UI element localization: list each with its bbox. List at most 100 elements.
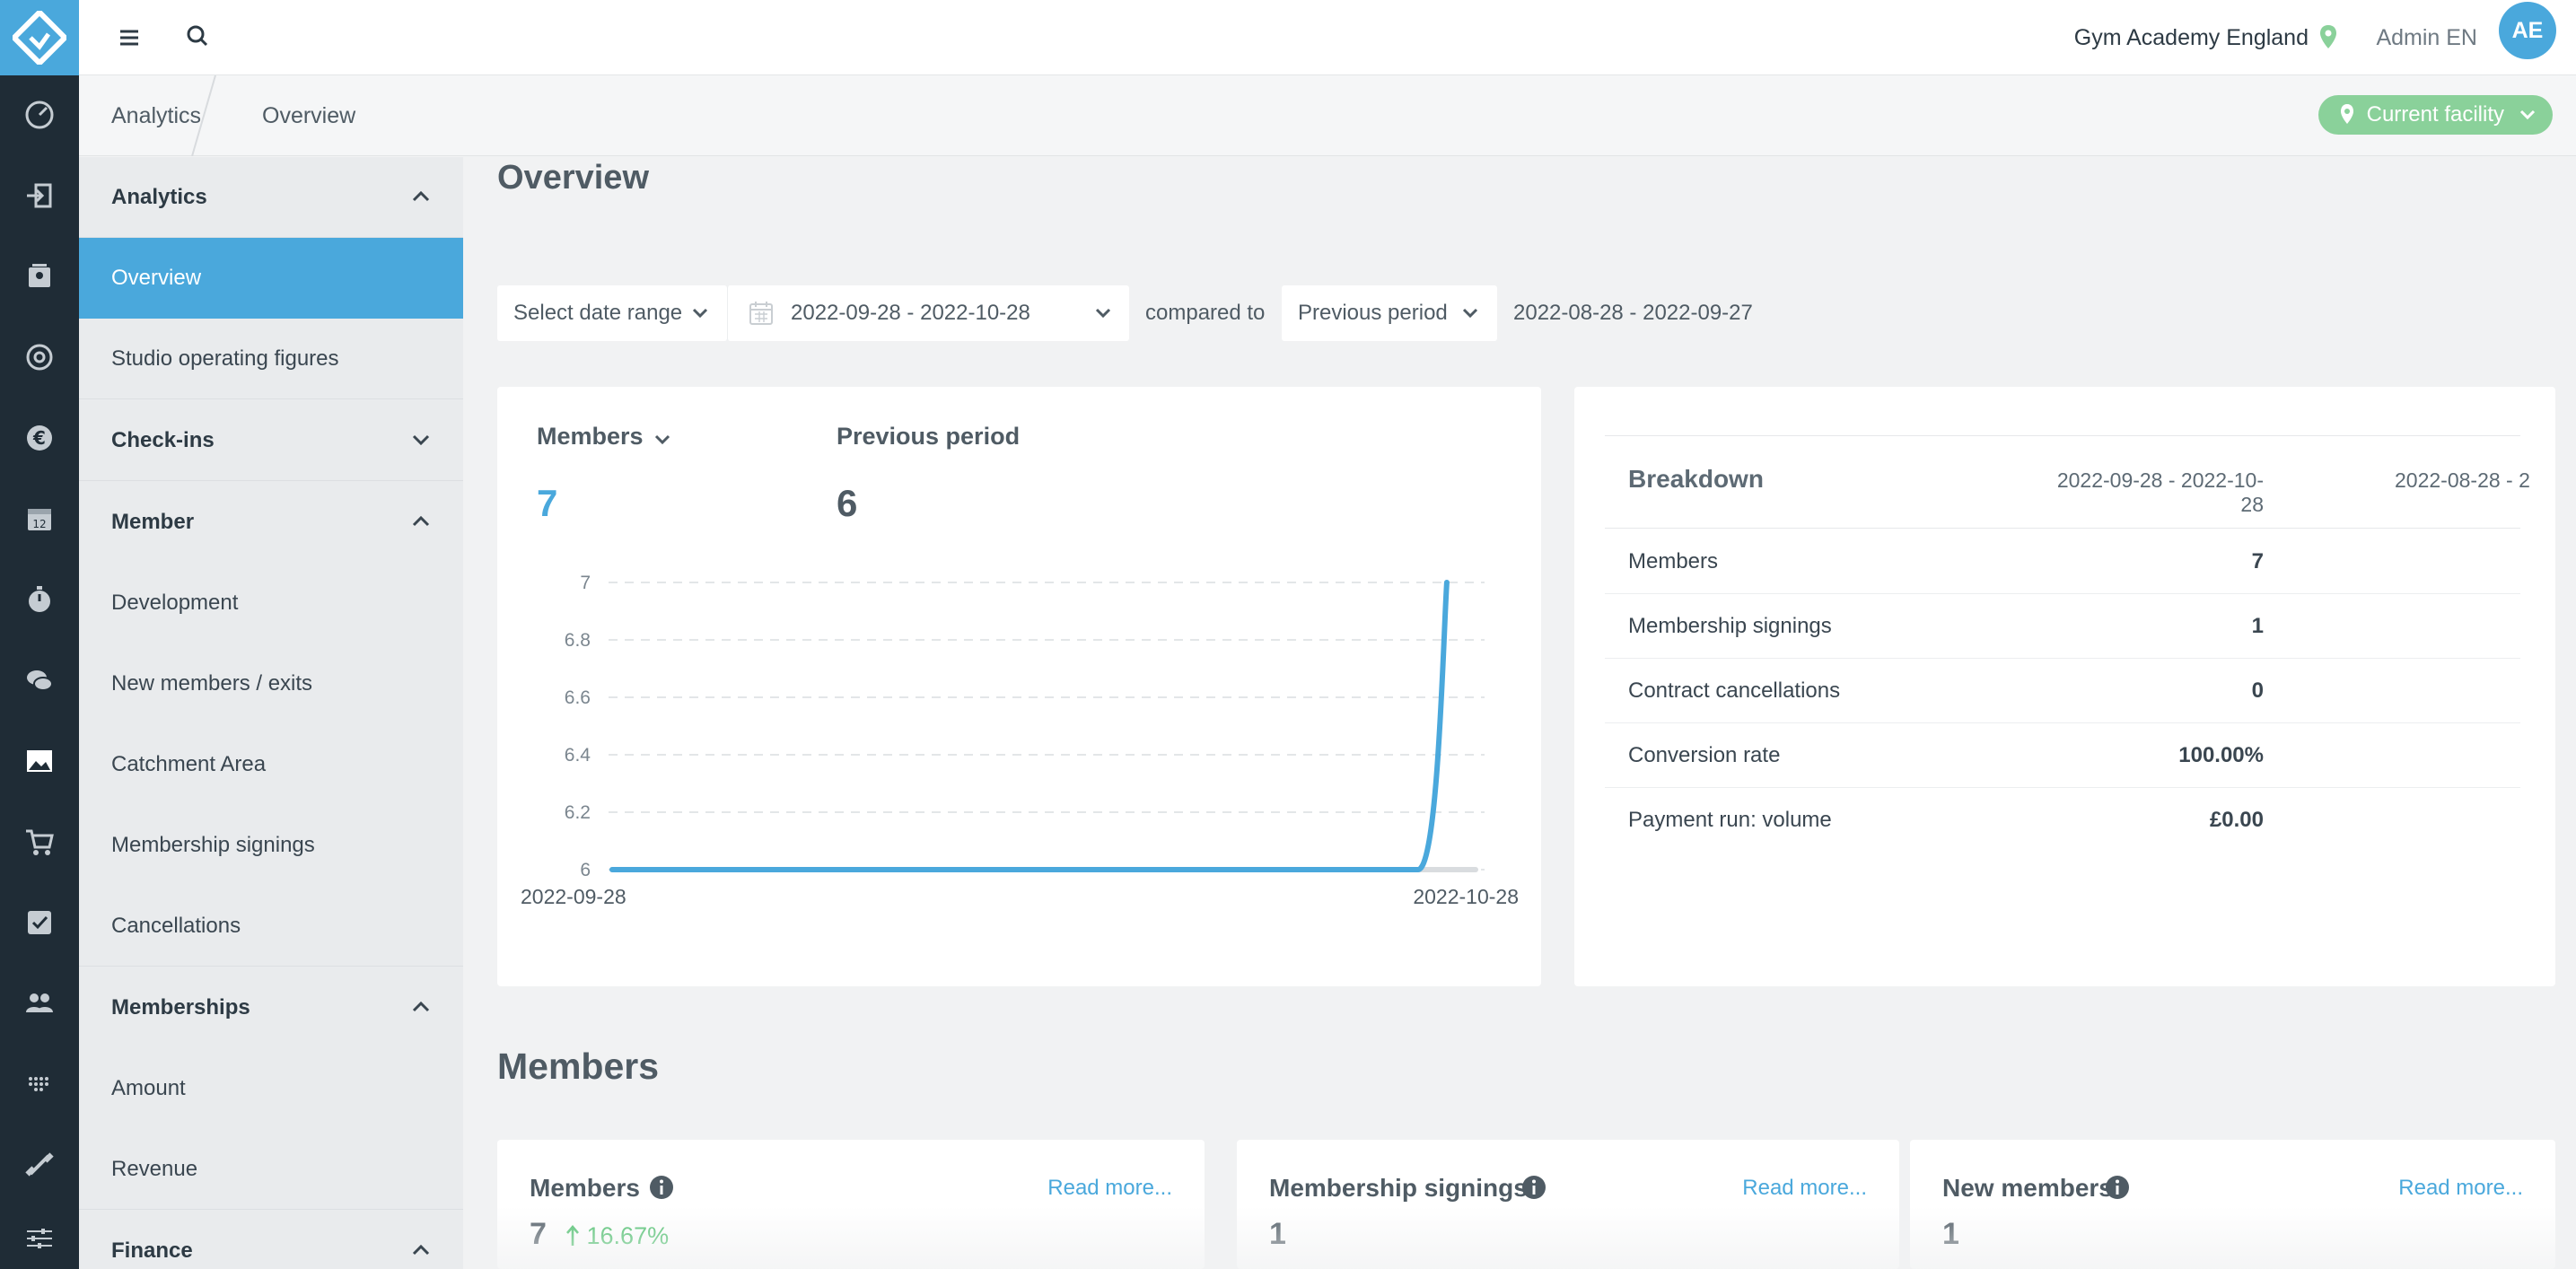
current-facility-button[interactable]: Current facility xyxy=(2318,95,2553,135)
previous-period-value: 6 xyxy=(837,482,858,524)
chevron-down-icon xyxy=(412,434,430,446)
stopwatch-icon[interactable] xyxy=(22,582,57,617)
date-range-preset-select[interactable]: Select date range xyxy=(497,285,727,341)
y-tick-label: 6.6 xyxy=(565,687,591,708)
calendar-icon[interactable]: 12 xyxy=(22,501,57,537)
sidebar-item-label: Revenue xyxy=(111,1156,198,1181)
target-icon[interactable] xyxy=(22,339,57,375)
sidebar-item-revenue[interactable]: Revenue xyxy=(79,1129,463,1210)
sidebar-item-catchment-area[interactable]: Catchment Area xyxy=(79,724,463,805)
table-row: Contract cancellations 0 xyxy=(1605,659,2520,723)
info-icon[interactable] xyxy=(648,1174,675,1201)
check-in-icon[interactable] xyxy=(22,178,57,214)
contacts-icon[interactable] xyxy=(22,258,57,294)
facility-name[interactable]: Gym Academy England xyxy=(2073,25,2309,50)
sidebar-item-label: Analytics xyxy=(111,184,207,209)
page-title: Overview xyxy=(497,159,649,197)
date-range-preset-label: Select date range xyxy=(513,301,683,325)
kpi-value: 1 xyxy=(1942,1217,1959,1251)
info-icon[interactable] xyxy=(1520,1174,1547,1201)
breakdown-title: Breakdown xyxy=(1628,465,1764,493)
metric-value: 7 xyxy=(537,482,558,524)
chevron-down-icon xyxy=(2519,109,2536,120)
breadcrumb-analytics[interactable]: Analytics xyxy=(111,103,202,128)
cart-icon[interactable] xyxy=(22,824,57,860)
read-more-link[interactable]: Read more... xyxy=(1047,1176,1172,1200)
breakdown-current-period-header: 2022-09-28 - 2022-10-28 xyxy=(2056,468,2264,516)
calendar-icon xyxy=(749,302,773,325)
users-icon[interactable] xyxy=(22,985,57,1021)
search-icon[interactable] xyxy=(180,18,215,54)
sidebar-section-memberships[interactable]: Memberships xyxy=(79,967,463,1048)
table-row: Payment run: volume £0.00 xyxy=(1605,788,2520,853)
sidebar-section-check-ins[interactable]: Check-ins xyxy=(79,400,463,481)
sidebar-item-label: Check-ins xyxy=(111,427,215,452)
sidebar-item-label: Cancellations xyxy=(111,913,241,938)
date-range-picker[interactable]: 2022-09-28 - 2022-10-28 xyxy=(727,285,1129,341)
sidebar-item-label: Finance xyxy=(111,1238,193,1263)
sidebar-item-label: Development xyxy=(111,591,239,615)
user-name[interactable]: Admin EN xyxy=(2376,25,2477,50)
image-icon[interactable] xyxy=(22,743,57,779)
app-logo[interactable] xyxy=(0,0,79,75)
metric-select-label[interactable]: Members xyxy=(537,423,644,450)
chevron-down-icon[interactable] xyxy=(653,433,671,446)
kpi-card-membership-signings: Membership signings Read more... 1 xyxy=(1237,1140,1899,1269)
sidebar-item-studio-operating-figures[interactable]: Studio operating figures xyxy=(79,319,463,399)
row-label: Contract cancellations xyxy=(1628,678,1841,703)
dumbbell-icon[interactable] xyxy=(22,1147,57,1183)
arrow-up-icon xyxy=(566,1225,579,1246)
sidebar-item-label: Overview xyxy=(111,266,202,290)
compare-period-select[interactable]: Previous period xyxy=(1282,285,1497,341)
main-content: Overview Select date range 2022-09-28 - … xyxy=(463,157,2576,1269)
sidebar-section-member[interactable]: Member xyxy=(79,482,463,563)
chevron-up-icon xyxy=(412,1244,430,1256)
kpi-title: Membership signings xyxy=(1269,1174,1528,1202)
sidebar-item-cancellations[interactable]: Cancellations xyxy=(79,886,463,967)
sidebar-item-membership-signings[interactable]: Membership signings xyxy=(79,805,463,886)
table-row: Conversion rate 100.00% xyxy=(1605,723,2520,788)
location-pin-icon xyxy=(2320,25,2336,48)
grid-dots-icon[interactable] xyxy=(22,1066,57,1102)
chat-icon[interactable] xyxy=(22,662,57,698)
euro-icon[interactable]: € xyxy=(22,420,57,456)
read-more-link[interactable]: Read more... xyxy=(1742,1176,1867,1200)
sidebar-item-development[interactable]: Development xyxy=(79,563,463,643)
dashboard-icon[interactable] xyxy=(22,97,57,133)
sliders-icon[interactable] xyxy=(22,1221,57,1256)
sidebar: Analytics Overview Studio operating figu… xyxy=(79,157,463,1269)
x-tick-label: 2022-09-28 xyxy=(521,885,626,908)
y-tick-label: 6.8 xyxy=(565,630,591,651)
sidebar-item-overview[interactable]: Overview xyxy=(79,238,463,319)
avatar[interactable]: AE xyxy=(2499,2,2556,59)
sidebar-item-label: Catchment Area xyxy=(111,752,267,776)
kpi-card-members: Members Read more... 7 16.67% xyxy=(497,1140,1205,1269)
kpi-trend-value: 16.67% xyxy=(586,1222,670,1249)
chevron-up-icon xyxy=(412,190,430,202)
menu-icon[interactable] xyxy=(111,20,147,56)
previous-period-dates: 2022-08-28 - 2022-09-27 xyxy=(1513,301,1753,325)
kpi-title: New members xyxy=(1942,1174,2113,1202)
row-value: 7 xyxy=(2251,549,2264,573)
read-more-link[interactable]: Read more... xyxy=(2398,1176,2523,1200)
table-row: Membership signings 1 xyxy=(1605,594,2520,659)
sidebar-item-label: Memberships xyxy=(111,995,250,1020)
checkbox-icon[interactable] xyxy=(22,905,57,941)
sidebar-item-label: Amount xyxy=(111,1076,186,1100)
logo-icon xyxy=(13,11,66,65)
row-value: £0.00 xyxy=(2209,808,2264,832)
sidebar-item-label: Studio operating figures xyxy=(111,346,339,371)
row-value: 1 xyxy=(2251,614,2264,638)
breadcrumb-separator xyxy=(191,75,216,156)
members-series-line xyxy=(609,580,1450,872)
breakdown-card: Breakdown 2022-09-28 - 2022-10-28 2022-0… xyxy=(1574,387,2555,986)
sidebar-item-label: Membership signings xyxy=(111,833,315,857)
sidebar-item-amount[interactable]: Amount xyxy=(79,1048,463,1129)
sidebar-section-finance[interactable]: Finance xyxy=(79,1211,463,1269)
y-tick-label: 6 xyxy=(580,860,591,880)
kpi-value: 1 xyxy=(1269,1217,1286,1251)
info-icon[interactable] xyxy=(2104,1174,2131,1201)
breadcrumb: Analytics Overview Current facility xyxy=(79,75,2576,156)
sidebar-item-new-members-exits[interactable]: New members / exits xyxy=(79,643,463,724)
sidebar-section-analytics[interactable]: Analytics xyxy=(79,157,463,238)
